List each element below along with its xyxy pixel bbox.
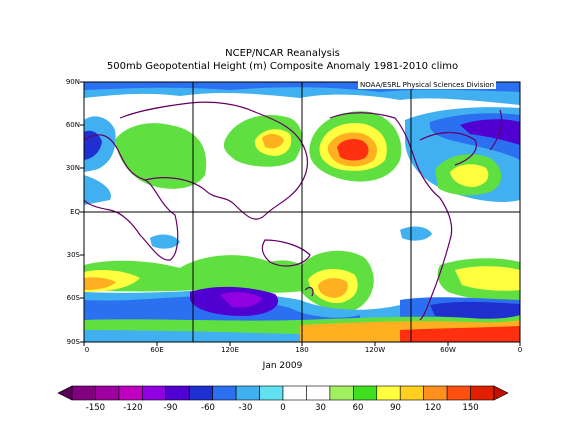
lat-label-90s: 90S — [66, 338, 80, 346]
colorbar-swatch — [399, 385, 424, 401]
lat-label-30s: 30S — [66, 251, 80, 259]
colorbar-swatch — [470, 385, 495, 401]
colorbar-tick-label: 60 — [352, 403, 364, 413]
chart-title: NCEP/NCAR Reanalysis — [225, 48, 340, 59]
colorbar — [57, 385, 509, 401]
colorbar-swatch — [423, 385, 448, 401]
colorbar-tick-label: 150 — [462, 403, 479, 413]
colorbar-tick-label: 30 — [315, 403, 326, 413]
date-label: Jan 2009 — [262, 361, 303, 371]
lat-label-30n: 30N — [65, 164, 80, 172]
chart-subtitle: 500mb Geopotential Height (m) Composite … — [106, 61, 459, 72]
colorbar-tick-label: -150 — [85, 403, 106, 413]
colorbar-tick-label: -90 — [163, 403, 178, 413]
lon-label-0: 0 — [84, 346, 90, 354]
colorbar-swatch — [446, 385, 471, 401]
map-grid — [84, 82, 520, 342]
lat-label-60s: 60S — [66, 294, 80, 302]
colorbar-tick-label: -60 — [201, 403, 215, 413]
colorbar-swatch — [376, 385, 401, 401]
lat-label-90n: 90N — [65, 78, 80, 86]
credit-label: NOAA/ESRL Physical Sciences Division — [358, 81, 497, 89]
colorbar-max-arrow — [493, 385, 509, 401]
colorbar-swatch — [142, 385, 167, 401]
colorbar-swatch — [118, 385, 143, 401]
colorbar-swatch — [95, 385, 120, 401]
lat-label-eq: EQ — [70, 208, 80, 216]
lon-label-60e: 60E — [150, 346, 164, 354]
lat-label-60n: 60N — [65, 121, 80, 129]
colorbar-swatch — [188, 385, 213, 401]
map-ticks — [80, 81, 521, 346]
colorbar-swatch — [353, 385, 378, 401]
colorbar-min-arrow — [57, 385, 73, 401]
colorbar-tick-label: 120 — [424, 403, 442, 413]
lon-label-120e: 120E — [221, 346, 239, 354]
colorbar-swatch — [259, 385, 284, 401]
colorbar-swatch — [306, 385, 331, 401]
colorbar-tick-label: 0 — [280, 403, 286, 413]
colorbar-swatch — [235, 385, 260, 401]
lon-label-0-east: 0 — [517, 346, 523, 354]
lon-label-180: 180 — [295, 346, 309, 354]
colorbar-tick-label: -120 — [123, 403, 143, 413]
lon-label-120w: 120W — [364, 346, 386, 354]
colorbar-tick-label: 90 — [390, 403, 401, 413]
colorbar-swatch — [165, 385, 190, 401]
lon-label-60w: 60W — [440, 346, 456, 354]
colorbar-swatch — [329, 385, 354, 401]
colorbar-swatch — [212, 385, 237, 401]
colorbar-swatch — [71, 385, 96, 401]
colorbar-tick-label: -30 — [238, 403, 253, 413]
colorbar-swatch — [282, 385, 307, 401]
